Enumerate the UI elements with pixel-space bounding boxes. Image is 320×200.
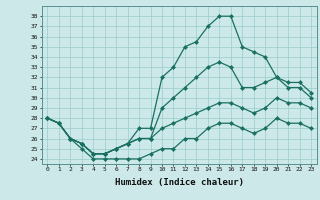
X-axis label: Humidex (Indice chaleur): Humidex (Indice chaleur) <box>115 178 244 187</box>
